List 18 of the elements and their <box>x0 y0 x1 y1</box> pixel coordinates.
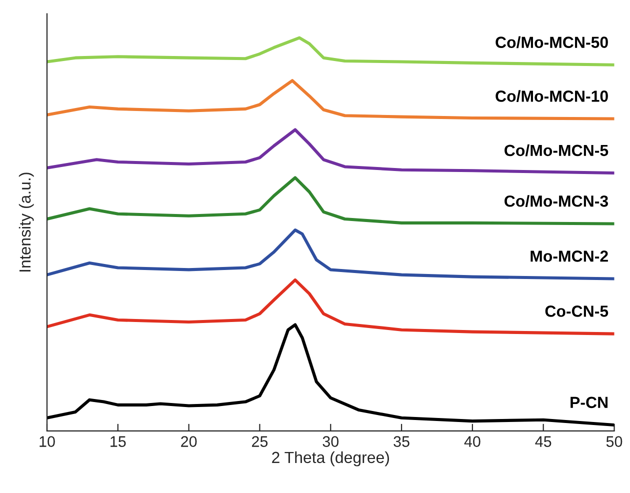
x-tick-label: 25 <box>252 436 268 447</box>
x-tick-label: 50 <box>606 436 622 447</box>
x-tick-label: 30 <box>322 436 339 447</box>
x-axis-title: 2 Theta (degree) <box>272 451 389 466</box>
series-label: Mo-MCN-2 <box>530 250 608 262</box>
x-tick-label: 10 <box>40 436 55 447</box>
x-tick-label: 15 <box>110 436 126 447</box>
x-tick-label: 45 <box>535 436 552 447</box>
y-axis-title: Intensity (a.u.) <box>18 172 34 272</box>
series-label: P-CN <box>570 396 608 408</box>
series-label: Co/Mo-MCN-50 <box>496 36 608 48</box>
series-label: Co/Mo-MCN-3 <box>504 195 608 207</box>
x-tick-label: 40 <box>464 436 480 447</box>
series-label: Co/Mo-MCN-10 <box>496 90 608 102</box>
series-label: Co-CN-5 <box>545 306 608 317</box>
x-tick-label: 20 <box>181 436 197 447</box>
x-tick-label: 35 <box>394 436 410 447</box>
series-label: Co/Mo-MCN-5 <box>504 144 608 156</box>
